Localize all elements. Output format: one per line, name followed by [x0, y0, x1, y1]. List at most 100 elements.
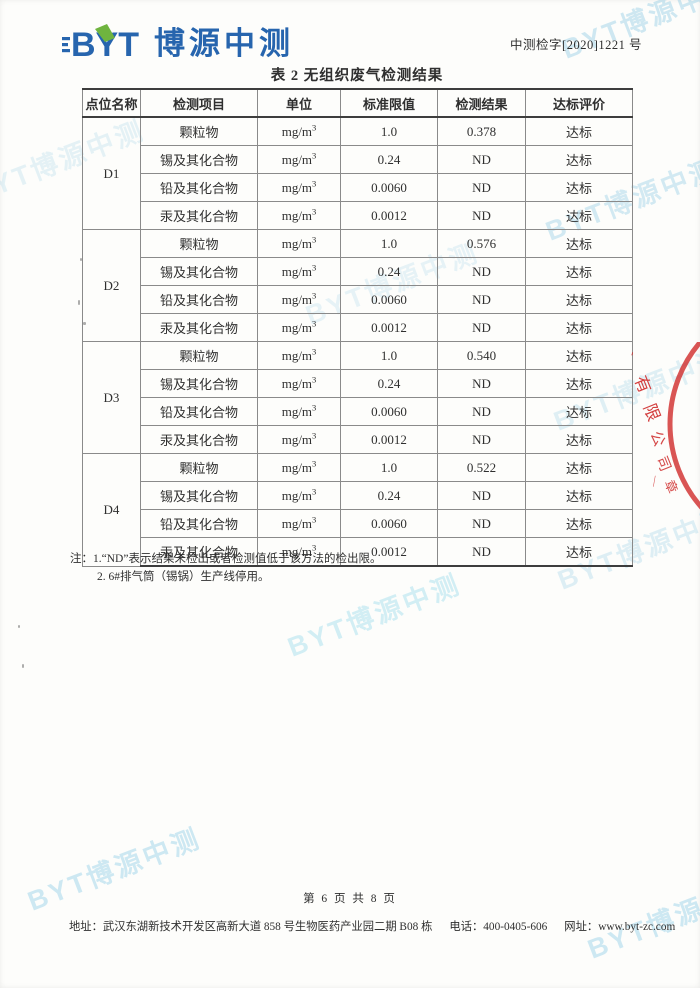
item-cell: 汞及其化合物: [140, 537, 258, 567]
evaluation-cell: 达标: [525, 537, 633, 567]
unit-cell: mg/m3: [257, 201, 341, 230]
item-cell: 铅及其化合物: [140, 285, 258, 314]
footer-phone: 电话：400-0405-606: [449, 921, 548, 933]
result-cell: ND: [437, 145, 526, 174]
result-cell: ND: [437, 537, 526, 567]
scan-speck: [18, 625, 20, 628]
table-row: 汞及其化合物 mg/m3 0.0012 ND 达标: [83, 425, 633, 454]
result-cell: ND: [437, 201, 526, 230]
table-row: 锡及其化合物 mg/m3 0.24 ND 达标: [83, 481, 633, 510]
limit-cell: 1.0: [340, 453, 438, 482]
limit-cell: 1.0: [340, 341, 438, 370]
page-number: 第 6 页 共 8 页: [303, 893, 397, 905]
stamp-dash: —: [648, 474, 662, 489]
evaluation-cell: 达标: [525, 481, 633, 510]
table-row: 汞及其化合物 mg/m3 0.0012 ND 达标: [83, 313, 633, 342]
result-cell: ND: [437, 257, 526, 286]
point-name-cell: D2: [82, 229, 141, 342]
byt-logo-icon: BYT: [62, 24, 139, 64]
item-cell: 锡及其化合物: [140, 369, 258, 398]
unit-cell: mg/m3: [257, 173, 341, 202]
limit-cell: 0.0012: [340, 313, 438, 342]
table-row: 锡及其化合物 mg/m3 0.24 ND 达标: [83, 145, 633, 174]
item-cell: 颗粒物: [140, 116, 258, 146]
table-row: D2 颗粒物 mg/m3 1.0 0.576 达标: [82, 229, 633, 342]
unit-cell: mg/m3: [257, 453, 341, 482]
evaluation-cell: 达标: [525, 285, 633, 314]
watermark: BYT博源中测: [583, 871, 700, 965]
evaluation-cell: 达标: [525, 173, 633, 202]
limit-cell: 0.0012: [340, 201, 438, 230]
result-cell: ND: [437, 509, 526, 538]
item-cell: 汞及其化合物: [140, 313, 258, 342]
footer-address: 地址：武汉东湖新技术开发区高新大道 858 号生物医药产业园二期 B08 栋: [69, 921, 433, 933]
unit-cell: mg/m3: [257, 145, 341, 174]
limit-cell: 0.0012: [340, 537, 438, 567]
item-cell: 颗粒物: [140, 229, 258, 258]
footer-contact-row: 地址：武汉东湖新技术开发区高新大道 858 号生物医药产业园二期 B08 栋 电…: [69, 918, 675, 934]
limit-cell: 0.24: [340, 481, 438, 510]
result-cell: ND: [437, 369, 526, 398]
limit-cell: 0.24: [340, 145, 438, 174]
evaluation-cell: 达标: [525, 341, 633, 370]
point-name-cell: D1: [82, 116, 141, 230]
limit-cell: 0.0012: [340, 425, 438, 454]
company-logo: BYT 博源中测: [62, 22, 294, 64]
item-cell: 颗粒物: [140, 341, 258, 370]
table-row: 锡及其化合物 mg/m3 0.24 ND 达标: [83, 369, 633, 398]
item-cell: 汞及其化合物: [140, 201, 258, 230]
stamp-char: 有: [630, 373, 654, 396]
table-notes: 注：1.“ND”表示结果未检出或者检测值低于该方法的检出限。 2. 6#排气筒（…: [70, 551, 381, 587]
col-header-limit: 标准限值: [340, 88, 438, 118]
note-line: 2. 6#排气筒（锡锅）生产线停用。: [97, 570, 270, 583]
unit-cell: mg/m3: [257, 537, 341, 567]
result-cell: ND: [437, 481, 526, 510]
evaluation-cell: 达标: [525, 397, 633, 426]
unit-cell: mg/m3: [257, 341, 341, 370]
col-header-unit: 单位: [257, 88, 341, 118]
unit-cell: mg/m3: [257, 425, 341, 454]
unit-cell: mg/m3: [257, 481, 341, 510]
result-cell: 0.576: [437, 229, 526, 258]
results-table-header: 点位名称 检测项目 单位 标准限值 检测结果 达标评价: [82, 88, 633, 118]
point-name-cell: D4: [82, 453, 141, 567]
result-cell: ND: [437, 173, 526, 202]
evaluation-cell: 达标: [525, 201, 633, 230]
item-cell: 铅及其化合物: [140, 397, 258, 426]
evaluation-cell: 达标: [525, 313, 633, 342]
scan-speck: [80, 258, 82, 261]
stamp-char: 司: [652, 454, 672, 474]
evaluation-cell: 达标: [525, 116, 633, 146]
unit-cell: mg/m3: [257, 313, 341, 342]
company-name: 博源中测: [154, 25, 294, 61]
table-row: 铅及其化合物 mg/m3 0.0060 ND 达标: [83, 285, 633, 314]
limit-cell: 1.0: [340, 116, 438, 146]
results-table: 点位名称 检测项目 单位 标准限值 检测结果 达标评价 D1 颗粒物 mg/m3 1.…: [82, 88, 633, 567]
document-number: 中测检字[2020]1221 号: [510, 38, 642, 52]
unit-cell: mg/m3: [257, 229, 341, 258]
result-cell: ND: [437, 285, 526, 314]
unit-cell: mg/m3: [257, 257, 341, 286]
evaluation-cell: 达标: [525, 425, 633, 454]
table-row: 汞及其化合物 mg/m3 0.0012 ND 达标: [83, 537, 633, 567]
footer-website: 网址：www.byt-zc.com: [564, 921, 676, 933]
result-cell: 0.378: [437, 116, 526, 146]
table-row: 铅及其化合物 mg/m3 0.0060 ND 达标: [83, 397, 633, 426]
result-cell: 0.540: [437, 341, 526, 370]
table-row: D4 颗粒物 mg/m3 1.0 0.522 达标: [82, 453, 633, 567]
result-cell: ND: [437, 425, 526, 454]
result-cell: ND: [437, 313, 526, 342]
item-cell: 颗粒物: [140, 453, 258, 482]
item-cell: 汞及其化合物: [140, 425, 258, 454]
limit-cell: 1.0: [340, 229, 438, 258]
unit-cell: mg/m3: [257, 285, 341, 314]
limit-cell: 0.0060: [340, 509, 438, 538]
table-row: D3 颗粒物 mg/m3 1.0 0.540 达标: [82, 341, 633, 454]
evaluation-cell: 达标: [525, 509, 633, 538]
limit-cell: 0.0060: [340, 397, 438, 426]
table-row: 铅及其化合物 mg/m3 0.0060 ND 达标: [83, 509, 633, 538]
stamp-char: 公: [646, 429, 666, 449]
unit-cell: mg/m3: [257, 397, 341, 426]
limit-cell: 0.0060: [340, 285, 438, 314]
